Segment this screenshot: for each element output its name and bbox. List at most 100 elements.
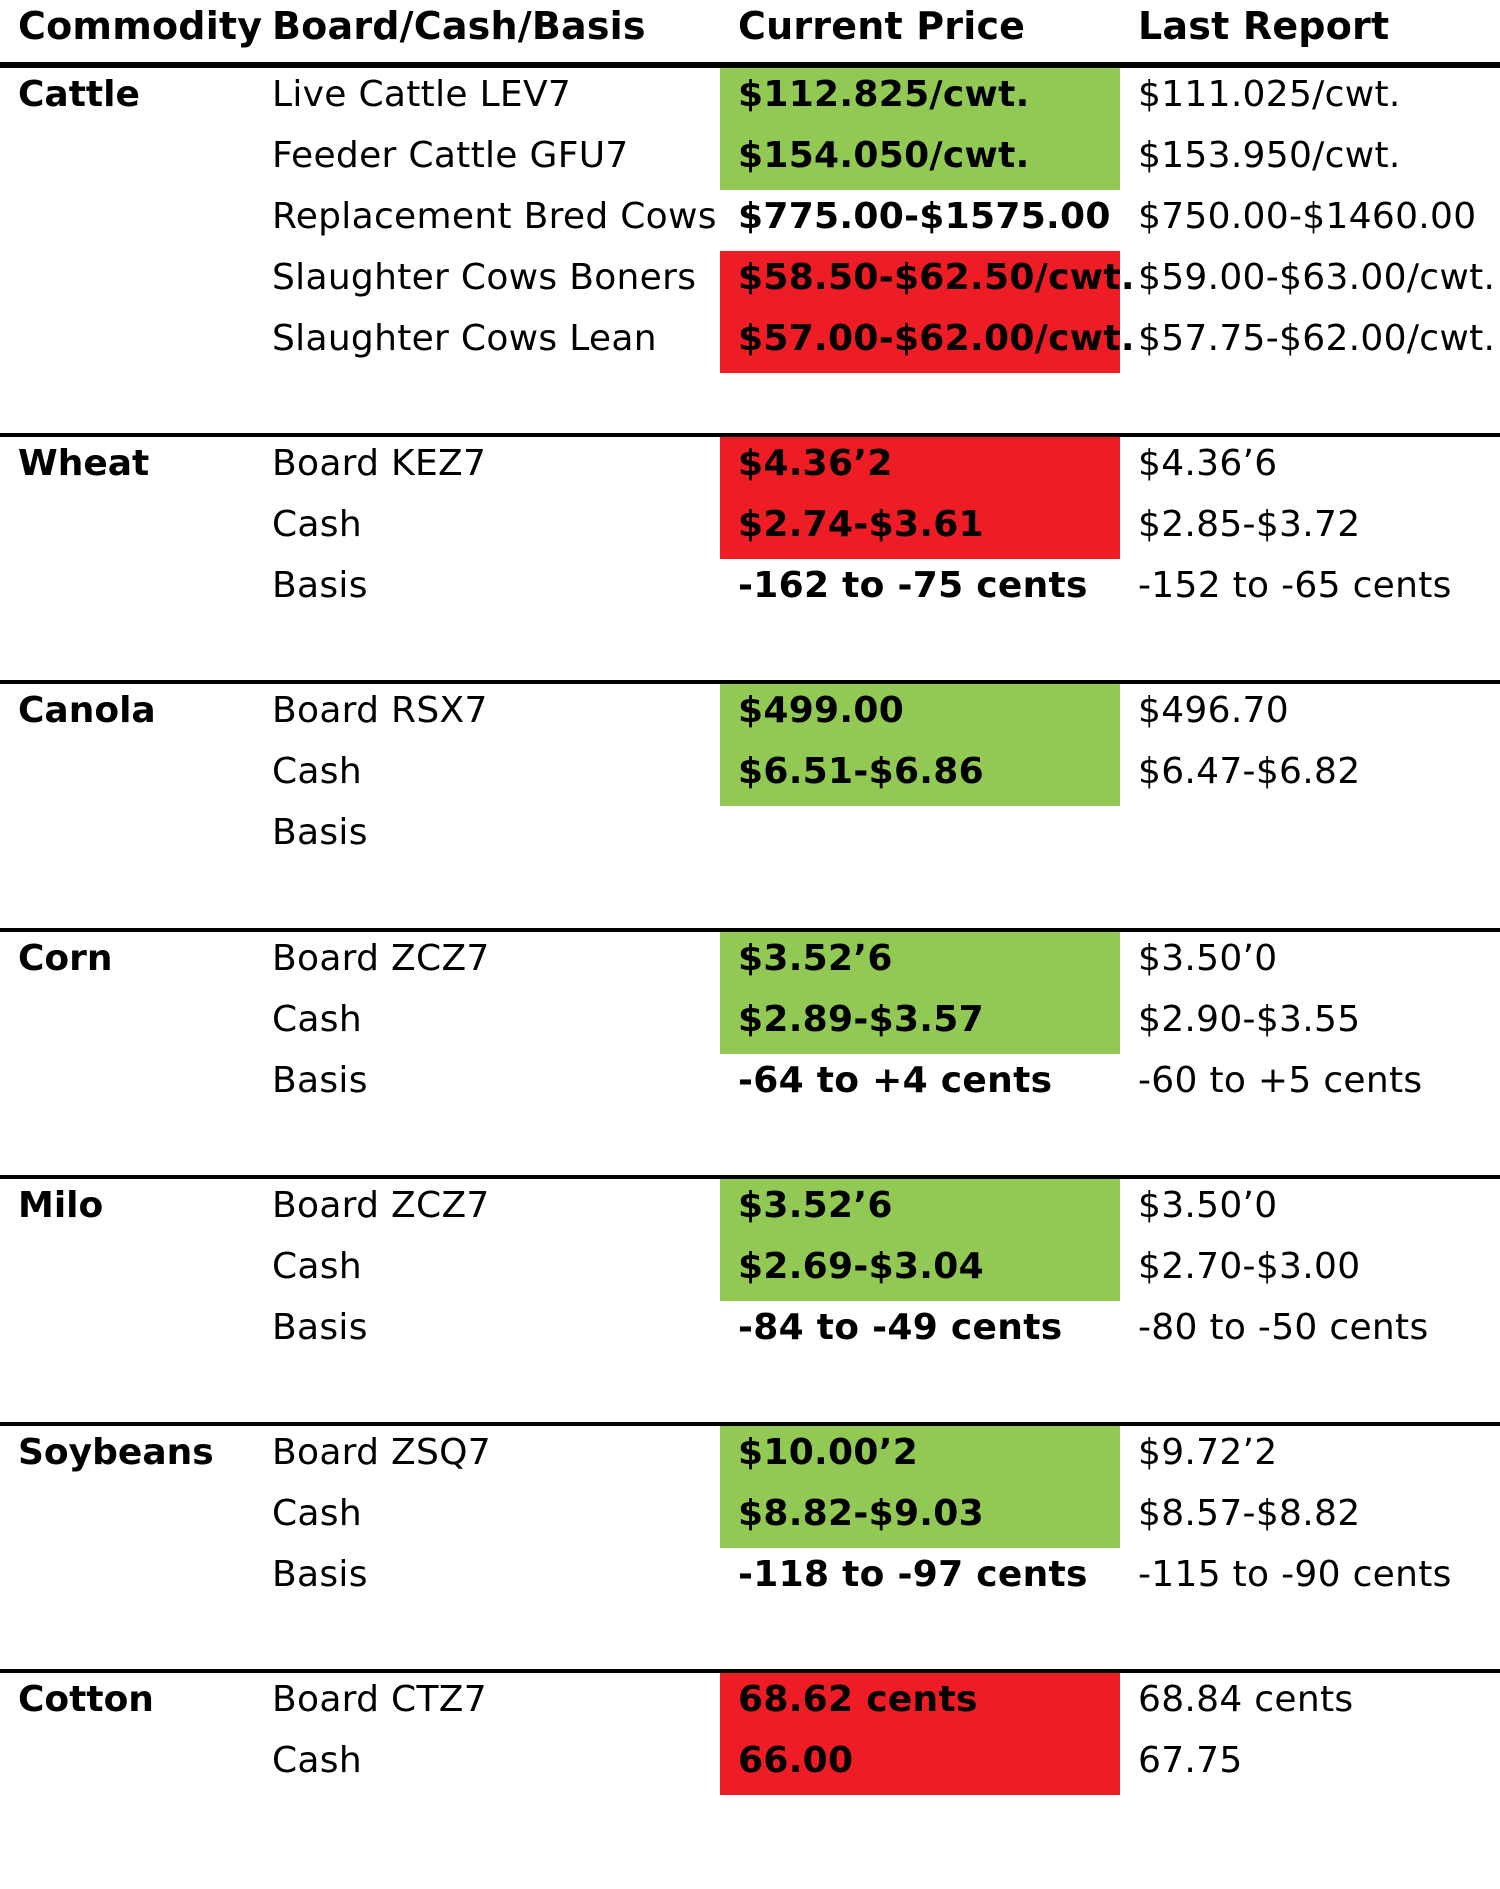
last-report-value: $3.50’0 (1138, 938, 1278, 979)
current-price-value: $3.52’6 (738, 938, 893, 979)
current-price-cell: -118 to -97 cents (720, 1548, 1120, 1609)
current-price-cell: $154.050/cwt. (720, 129, 1120, 190)
table-row: Basis (0, 806, 1500, 867)
row-label: Cash (272, 751, 362, 792)
row-label: Basis (272, 812, 368, 853)
commodity-name: Milo (18, 1185, 104, 1226)
current-price-value: -84 to -49 cents (738, 1307, 1063, 1348)
table-row: Board RSX7 $499.00 $496.70 (0, 684, 1500, 745)
current-price-value: $499.00 (738, 690, 905, 731)
commodity-name: Soybeans (18, 1432, 214, 1473)
current-price-value: -64 to +4 cents (738, 1060, 1053, 1101)
table-row: Replacement Bred Cows $775.00-$1575.00 $75… (0, 190, 1500, 251)
last-report-value: $153.950/cwt. (1138, 135, 1401, 176)
row-label: Board ZCZ7 (272, 938, 490, 979)
last-report-value: $8.57-$8.82 (1138, 1493, 1361, 1534)
row-label: Board RSX7 (272, 690, 488, 731)
row-label: Cash (272, 1246, 362, 1287)
table-row: Feeder Cattle GFU7 $154.050/cwt. $153.950/… (0, 129, 1500, 190)
table-row: Cash $2.74-$3.61 $2.85-$3.72 (0, 498, 1500, 559)
last-report-value: $2.70-$3.00 (1138, 1246, 1361, 1287)
last-report-value: $4.36’6 (1138, 443, 1278, 484)
commodity-group-soybeans: Soybeans Board ZSQ7 $10.00’2 $9.72’2 Cash $8.… (0, 1422, 1500, 1673)
current-price-value: $775.00-$1575.00 (738, 196, 1111, 237)
last-report-value: $111.025/cwt. (1138, 74, 1401, 115)
commodity-group-corn: Corn Board ZCZ7 $3.52’6 $3.50’0 Cash $2.89-$3… (0, 928, 1500, 1179)
commodity-name: Wheat (18, 443, 150, 484)
current-price-cell: $8.82-$9.03 (720, 1487, 1120, 1548)
last-report-value: $3.50’0 (1138, 1185, 1278, 1226)
current-price-cell: $3.52’6 (720, 932, 1120, 993)
table-row: Basis -162 to -75 cents -152 to -65 cents (0, 559, 1500, 620)
current-price-cell: $775.00-$1575.00 (720, 190, 1120, 251)
last-report-value: $6.47-$6.82 (1138, 751, 1361, 792)
commodity-name: Cattle (18, 74, 140, 115)
row-label: Board ZCZ7 (272, 1185, 490, 1226)
last-report-value: $57.75-$62.00/cwt. (1138, 318, 1496, 359)
commodity-group-canola: Canola Board RSX7 $499.00 $496.70 Cash $6.51-… (0, 680, 1500, 932)
table-row: Board ZSQ7 $10.00’2 $9.72’2 (0, 1426, 1500, 1487)
current-price-value: $3.52’6 (738, 1185, 893, 1226)
current-price-value: 66.00 (738, 1740, 854, 1781)
last-report-value: -60 to +5 cents (1138, 1060, 1423, 1101)
current-price-value: $4.36’2 (738, 443, 893, 484)
current-price-cell: $4.36’2 (720, 437, 1120, 498)
table-row: Slaughter Cows Boners $58.50-$62.50/cwt. $… (0, 251, 1500, 312)
commodity-group-cotton: Cotton Board CTZ7 68.62 cents 68.84 cents Ca… (0, 1669, 1500, 1889)
last-report-value: 68.84 cents (1138, 1679, 1354, 1720)
last-report-value: $2.90-$3.55 (1138, 999, 1361, 1040)
header-commodity: Commodity (18, 4, 263, 48)
row-label: Basis (272, 1554, 368, 1595)
commodity-name: Corn (18, 938, 113, 979)
commodity-name: Canola (18, 690, 156, 731)
current-price-cell: $2.74-$3.61 (720, 498, 1120, 559)
table-row: Basis -118 to -97 cents -115 to -90 cents (0, 1548, 1500, 1609)
row-label: Cash (272, 504, 362, 545)
current-price-cell: $3.52’6 (720, 1179, 1120, 1240)
last-report-value: $2.85-$3.72 (1138, 504, 1361, 545)
current-price-value: $112.825/cwt. (738, 74, 1030, 115)
row-label: Basis (272, 1307, 368, 1348)
last-report-value: $496.70 (1138, 690, 1289, 731)
table-row: Cash 66.00 67.75 (0, 1734, 1500, 1795)
current-price-value: $2.89-$3.57 (738, 999, 984, 1040)
header-board-cash-basis: Board/Cash/Basis (272, 4, 646, 48)
current-price-cell: -162 to -75 cents (720, 559, 1120, 620)
last-report-value: -80 to -50 cents (1138, 1307, 1429, 1348)
current-price-value: -162 to -75 cents (738, 565, 1088, 606)
current-price-value: 68.62 cents (738, 1679, 978, 1720)
current-price-cell (720, 806, 1120, 867)
commodity-group-cattle: Cattle Live Cattle LEV7 $112.825/cwt. $111.… (0, 68, 1500, 433)
last-report-value: $750.00-$1460.00 (1138, 196, 1477, 237)
current-price-cell: $499.00 (720, 684, 1120, 745)
row-label: Basis (272, 565, 368, 606)
table-row: Board KEZ7 $4.36’2 $4.36’6 (0, 437, 1500, 498)
row-label: Replacement Bred Cows (272, 196, 717, 237)
commodity-group-milo: Milo Board ZCZ7 $3.52’6 $3.50’0 Cash $2.69-$3… (0, 1175, 1500, 1426)
current-price-value: -118 to -97 cents (738, 1554, 1088, 1595)
row-label: Cash (272, 1493, 362, 1534)
current-price-cell: $2.89-$3.57 (720, 993, 1120, 1054)
row-label: Board KEZ7 (272, 443, 487, 484)
table-row: Cash $2.69-$3.04 $2.70-$3.00 (0, 1240, 1500, 1301)
row-label: Feeder Cattle GFU7 (272, 135, 629, 176)
table-row: Board CTZ7 68.62 cents 68.84 cents (0, 1673, 1500, 1734)
table-row: Board ZCZ7 $3.52’6 $3.50’0 (0, 932, 1500, 993)
current-price-cell: -64 to +4 cents (720, 1054, 1120, 1115)
table-row: Slaughter Cows Lean $57.00-$62.00/cwt. $57… (0, 312, 1500, 373)
table-row: Live Cattle LEV7 $112.825/cwt. $111.025/cw… (0, 68, 1500, 129)
header-last-report: Last Report (1138, 4, 1390, 48)
last-report-value: $59.00-$63.00/cwt. (1138, 257, 1496, 298)
last-report-value: $9.72’2 (1138, 1432, 1278, 1473)
row-label: Slaughter Cows Lean (272, 318, 657, 359)
current-price-value: $2.74-$3.61 (738, 504, 984, 545)
current-price-value: $58.50-$62.50/cwt. (738, 257, 1135, 298)
row-label: Cash (272, 999, 362, 1040)
table-row: Cash $6.51-$6.86 $6.47-$6.82 (0, 745, 1500, 806)
table-row: Cash $8.82-$9.03 $8.57-$8.82 (0, 1487, 1500, 1548)
last-report-value: -115 to -90 cents (1138, 1554, 1452, 1595)
current-price-value: $10.00’2 (738, 1432, 919, 1473)
table-row: Basis -84 to -49 cents -80 to -50 cents (0, 1301, 1500, 1362)
current-price-cell: $2.69-$3.04 (720, 1240, 1120, 1301)
